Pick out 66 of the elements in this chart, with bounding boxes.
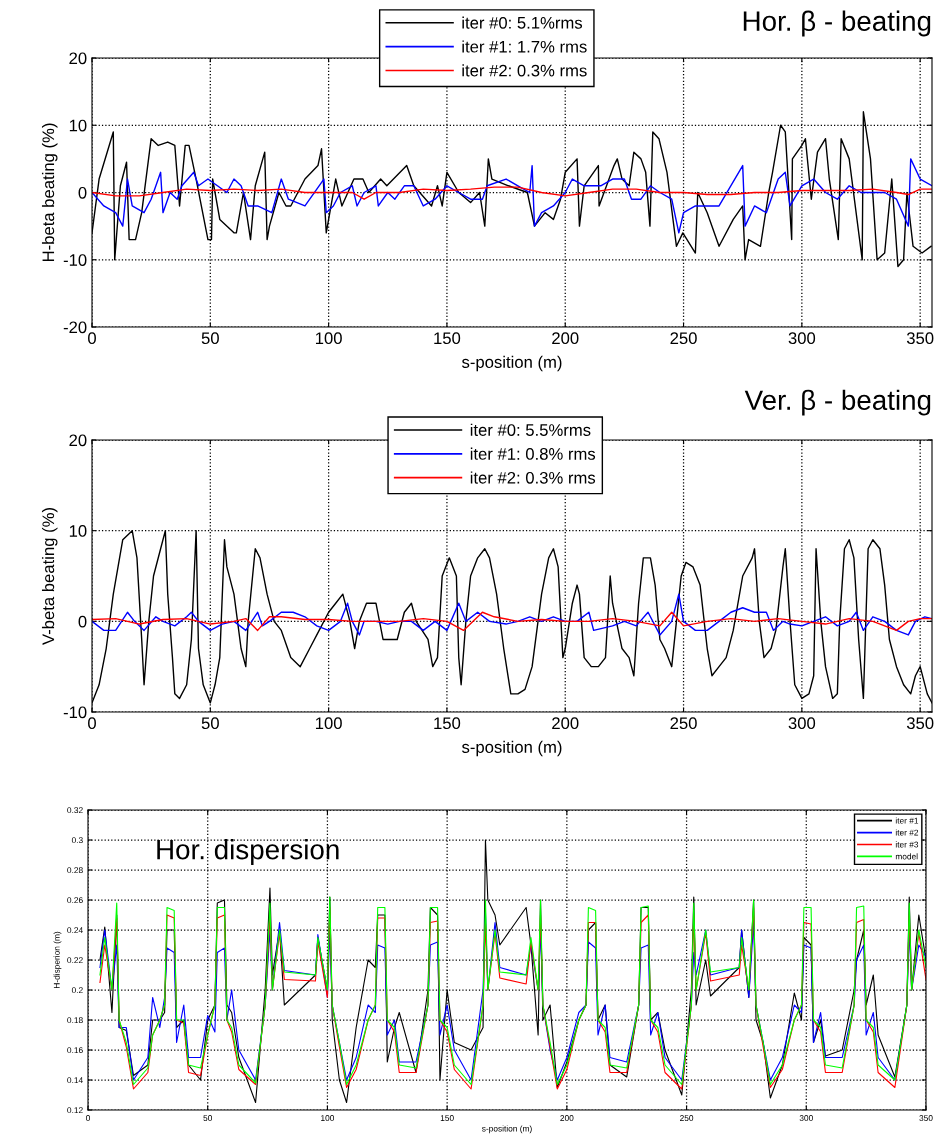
legend-label: iter #0: 5.1%rms bbox=[462, 16, 583, 29]
x-tick-label: 100 bbox=[315, 332, 342, 345]
legend-label: iter #1: 1.7% rms bbox=[462, 40, 587, 53]
y-tick-label: 0.14 bbox=[67, 1077, 83, 1084]
x-axis-title: s-position (m) bbox=[461, 355, 562, 372]
x-tick-label: 200 bbox=[552, 332, 579, 345]
x-axis-title: s-position (m) bbox=[461, 740, 562, 757]
y-tick-label: 0.18 bbox=[67, 1017, 83, 1024]
x-tick-label: 50 bbox=[201, 717, 219, 730]
y-tick-label: 0.22 bbox=[67, 957, 83, 964]
x-tick-label: 300 bbox=[799, 1115, 813, 1121]
x-tick-label: 150 bbox=[440, 1115, 454, 1121]
y-tick-label: 0.3 bbox=[71, 837, 83, 844]
x-tick-label: 200 bbox=[560, 1115, 574, 1121]
y-tick-label: 10 bbox=[69, 119, 87, 132]
line-series bbox=[92, 611, 932, 632]
y-axis-title: H-beta beating (%) bbox=[41, 123, 58, 262]
x-tick-label: 100 bbox=[321, 1115, 335, 1121]
y-tick-label: 0 bbox=[78, 186, 87, 199]
y-tick-label: 20 bbox=[69, 52, 87, 65]
y-tick-label: -20 bbox=[63, 321, 87, 334]
x-tick-label: 300 bbox=[788, 717, 816, 730]
legend-label: iter #1: 0.8% rms bbox=[470, 447, 596, 460]
y-tick-label: 0 bbox=[78, 615, 87, 628]
x-tick-label: 0 bbox=[88, 717, 96, 730]
chart-title: Ver. β - beating bbox=[744, 389, 931, 416]
y-tick-label: 0.28 bbox=[67, 867, 83, 874]
x-tick-label: 300 bbox=[788, 332, 816, 345]
x-axis-title: s-position (m) bbox=[482, 1125, 532, 1134]
x-tick-label: 200 bbox=[552, 717, 579, 730]
line-series bbox=[92, 593, 932, 636]
legend-label: iter #1 bbox=[895, 817, 919, 824]
x-tick-label: 350 bbox=[906, 717, 934, 730]
x-tick-label: 250 bbox=[670, 332, 697, 345]
y-tick-label: 0.2 bbox=[71, 987, 83, 994]
y-axis-title: V-beta beating (%) bbox=[41, 508, 58, 645]
y-axis-title: H-disperion (m) bbox=[53, 931, 62, 989]
line-series bbox=[92, 186, 932, 200]
line-series bbox=[92, 158, 932, 234]
x-tick-label: 150 bbox=[434, 332, 461, 345]
legend-label: iter #3 bbox=[895, 841, 919, 848]
x-tick-label: 350 bbox=[906, 332, 934, 345]
chart-title: Hor. β - beating bbox=[743, 10, 931, 37]
y-tick-label: 10 bbox=[69, 525, 87, 537]
y-tick-label: 0.32 bbox=[67, 807, 83, 814]
y-tick-label: 0.16 bbox=[67, 1047, 83, 1054]
x-tick-label: 0 bbox=[88, 332, 96, 345]
legend-label: iter #2: 0.3% rms bbox=[462, 64, 587, 77]
y-tick-label: 0.26 bbox=[67, 897, 83, 904]
legend-label: iter #2: 0.3% rms bbox=[470, 471, 596, 484]
x-tick-label: 350 bbox=[919, 1115, 933, 1121]
legend-label: iter #0: 5.5%rms bbox=[470, 423, 591, 436]
y-tick-label: -10 bbox=[63, 254, 87, 266]
text: Hor. dispersion bbox=[157, 839, 339, 865]
y-tick-label: -10 bbox=[63, 706, 87, 719]
y-tick-label: 0.12 bbox=[67, 1107, 83, 1114]
x-tick-label: 100 bbox=[315, 717, 342, 730]
x-tick-label: 250 bbox=[680, 1115, 694, 1121]
legend-label: iter #2 bbox=[895, 829, 919, 836]
legend-label: model bbox=[895, 853, 918, 860]
x-tick-label: 250 bbox=[670, 717, 697, 730]
y-tick-label: 0.24 bbox=[67, 927, 83, 934]
x-tick-label: 50 bbox=[201, 332, 219, 345]
x-tick-label: 50 bbox=[203, 1115, 213, 1121]
x-tick-label: 150 bbox=[434, 717, 461, 730]
y-tick-label: 20 bbox=[69, 434, 87, 447]
